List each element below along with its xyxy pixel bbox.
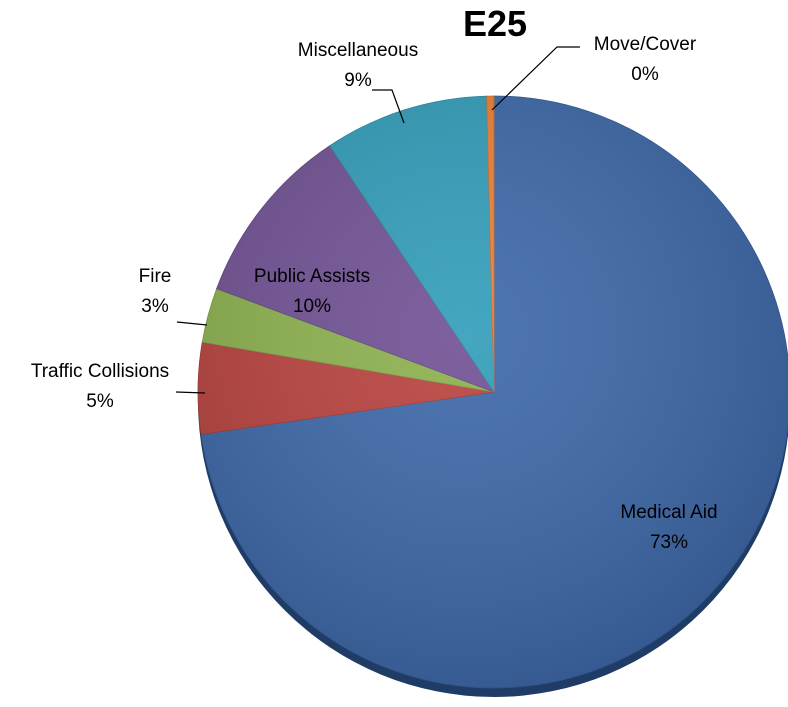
pie-slices bbox=[197, 95, 788, 689]
slice-label-move-cover: Move/Cover bbox=[594, 34, 697, 55]
slice-percent-traffic-collisions: 5% bbox=[86, 391, 114, 412]
slice-percent-miscellaneous: 9% bbox=[344, 70, 372, 91]
slice-label-public-assists: Public Assists bbox=[254, 266, 370, 287]
leader-lines bbox=[175, 46, 580, 394]
leader-line-traffic-collisions bbox=[175, 391, 206, 394]
slice-label-fire: Fire bbox=[139, 266, 172, 287]
chart-title: E25 bbox=[463, 3, 527, 44]
slice-label-traffic-collisions: Traffic Collisions bbox=[31, 361, 169, 382]
slice-labels: Medical Aid 73% Traffic Collisions 5% Fire 3%… bbox=[31, 34, 718, 553]
slice-label-miscellaneous: Miscellaneous bbox=[298, 40, 418, 61]
leader-line-fire bbox=[176, 321, 208, 326]
slice-percent-move-cover: 0% bbox=[631, 64, 659, 85]
leader-line-move-cover bbox=[491, 46, 580, 111]
leader-line-miscellaneous bbox=[372, 89, 405, 124]
slice-percent-fire: 3% bbox=[141, 296, 169, 317]
slice-percent-medical-aid: 73% bbox=[650, 532, 688, 553]
slice-percent-public-assists: 10% bbox=[293, 296, 331, 317]
slice-label-medical-aid: Medical Aid bbox=[620, 502, 717, 523]
